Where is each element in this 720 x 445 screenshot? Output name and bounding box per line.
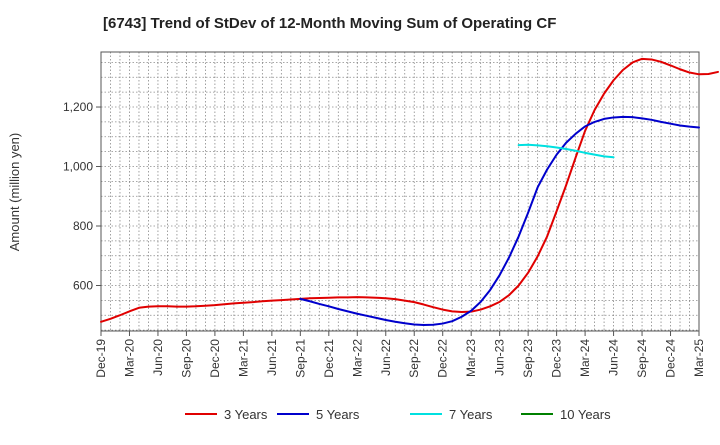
x-tick-label: Sep-21 — [293, 339, 307, 378]
x-tick-label: Mar-22 — [350, 339, 364, 377]
x-tick-label: Jun-22 — [379, 339, 393, 376]
legend: 3 Years 5 Years 7 Years 10 Years — [185, 407, 611, 422]
plot-area: 600 800 1,000 1,200 Dec-19 Mar-20 Jun-20 Sep-20… — [63, 51, 719, 378]
x-tick-label: Dec-20 — [208, 339, 222, 378]
x-tick-label: Mar-23 — [464, 339, 478, 377]
x-tick-label: Sep-24 — [635, 339, 649, 378]
y-tick-label: 1,000 — [63, 160, 93, 174]
y-tick-label: 1,200 — [63, 100, 93, 114]
legend-label: 10 Years — [560, 407, 611, 422]
x-tick-label: Sep-23 — [521, 339, 535, 378]
x-tick-label: Mar-24 — [578, 339, 592, 377]
x-tick-label: Dec-22 — [436, 339, 450, 378]
series-line-2 — [299, 115, 700, 327]
x-tick-label: Jun-24 — [607, 339, 621, 376]
series-line-3 — [517, 143, 615, 159]
x-tick-label: Dec-24 — [664, 339, 678, 378]
y-axis-label: Amount (million yen) — [7, 133, 22, 252]
plot-frame — [100, 51, 700, 332]
plot-background — [101, 52, 699, 331]
legend-label: 7 Years — [449, 407, 493, 422]
x-tick-label: Dec-19 — [94, 339, 108, 378]
x-tick-label: Mar-20 — [122, 339, 136, 377]
x-tick-label: Jun-21 — [265, 339, 279, 376]
legend-label: 5 Years — [316, 407, 360, 422]
x-tick-label: Mar-25 — [692, 339, 706, 377]
x-tick-label: Mar-21 — [236, 339, 250, 377]
legend-label: 3 Years — [224, 407, 268, 422]
x-tick-label: Dec-21 — [322, 339, 336, 378]
x-tick-label: Sep-22 — [407, 339, 421, 378]
x-tick-label: Dec-23 — [550, 339, 564, 378]
chart-title: [6743] Trend of StDev of 12-Month Moving… — [103, 15, 556, 32]
x-tick-label: Sep-20 — [179, 339, 193, 378]
x-tick-label: Jun-20 — [151, 339, 165, 376]
series-line-1 — [100, 57, 719, 323]
y-tick-label: 800 — [73, 219, 93, 233]
x-tick-label: Jun-23 — [493, 339, 507, 376]
y-tick-label: 600 — [73, 278, 93, 292]
